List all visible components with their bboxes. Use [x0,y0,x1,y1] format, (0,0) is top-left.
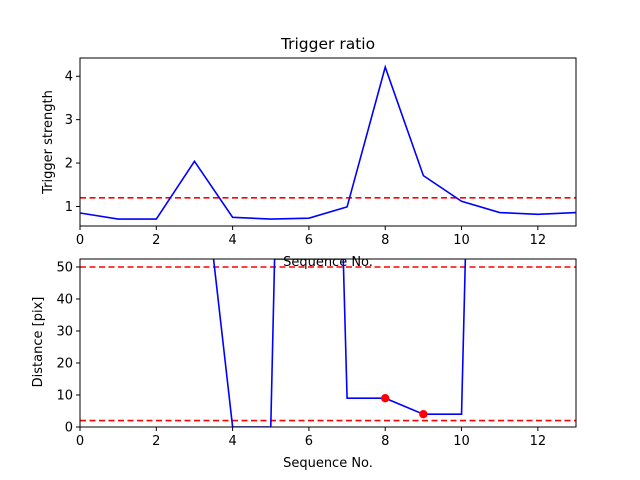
x-tick-label: 8 [381,434,389,449]
x-tick-label: 12 [530,434,547,449]
axes-frame [79,258,577,428]
series-line [212,259,467,427]
y-tick-label: 2 [65,157,73,172]
x-tick-label: 6 [305,233,313,248]
y-tick-label: 3 [65,113,73,128]
data-point-marker [419,410,428,419]
trigger-ratio-panel: Trigger ratio Trigger strength Sequence … [41,35,577,270]
x-tick-label: 2 [152,434,160,449]
x-tick-label: 4 [228,233,236,248]
x-tick-label: 12 [530,233,547,248]
y-tick-label: 50 [56,261,73,276]
axes-frame [79,57,577,227]
plot-area [80,64,576,220]
y-axis-label: Distance [pix] [31,297,46,388]
series-line [80,64,576,220]
x-tick-label: 8 [381,233,389,248]
y-tick-label: 1 [65,200,73,215]
y-tick-label: 40 [56,293,73,308]
x-tick-label: 6 [305,434,313,449]
y-tick-label: 10 [56,389,73,404]
data-point-marker [381,394,390,403]
x-tick-label: 10 [453,434,470,449]
x-tick-label: 2 [152,233,160,248]
y-tick-label: 30 [56,325,73,340]
y-tick-label: 20 [56,357,73,372]
x-tick-label: 4 [228,434,236,449]
x-axis-label: Sequence No. [283,456,373,471]
distance-panel: Distance [pix] Sequence No. 0 2 4 6 8 10 12 0 10… [31,258,577,471]
x-tick-label: 10 [453,233,470,248]
chart-title: Trigger ratio [280,35,375,53]
axis-ticks: 0 2 4 6 8 10 12 0 10 20 30 40 50 [56,261,546,450]
y-tick-label: 0 [65,421,73,436]
y-axis-label: Trigger strength [41,90,56,195]
y-tick-label: 4 [65,70,73,85]
x-tick-label: 0 [76,233,84,248]
x-tick-label: 0 [76,434,84,449]
plot-area [80,259,576,427]
